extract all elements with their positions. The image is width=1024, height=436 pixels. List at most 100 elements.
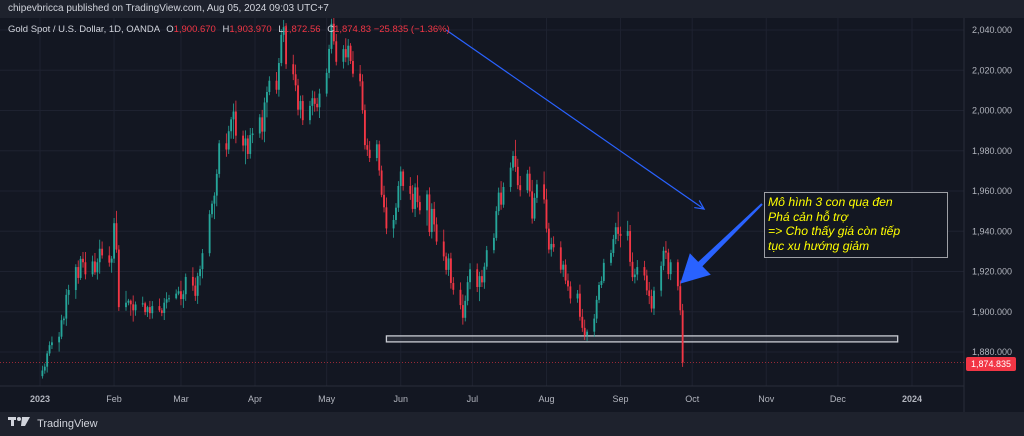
candle-body (129, 300, 132, 305)
time-tick-label: Nov (758, 394, 775, 404)
candle-body (144, 303, 147, 313)
candle-body (127, 300, 130, 303)
analysis-note-line: => Cho thấy giá còn tiếp (768, 224, 901, 239)
candle-body (449, 258, 452, 283)
publish-info-text: chipevbricca published on TradingView.co… (8, 3, 329, 14)
candle-body (598, 284, 600, 300)
candle-body (535, 184, 538, 198)
candle-body (660, 265, 663, 291)
candle-body (435, 224, 438, 242)
candle-body (62, 318, 65, 321)
candle-body (299, 101, 302, 110)
candle-body (359, 73, 362, 82)
candle-body (595, 299, 598, 319)
candle-body (583, 327, 586, 336)
candle-body (414, 187, 417, 209)
candle-body (368, 149, 371, 158)
candle-body (631, 261, 634, 278)
candle-body (234, 111, 237, 136)
candle-body (416, 187, 419, 203)
candle-body (51, 342, 53, 346)
candle-body (98, 248, 101, 263)
trend-arrow-line (445, 29, 705, 210)
candle-body (516, 166, 519, 186)
candle-body (586, 331, 589, 336)
candle-body (101, 248, 104, 256)
candle-body (258, 117, 261, 134)
candle-body (602, 262, 605, 281)
candle-body (676, 262, 679, 287)
candle-body (445, 256, 448, 270)
callout-arrow (680, 203, 763, 284)
candle-body (476, 269, 479, 287)
footer-brand[interactable]: TradingView (37, 418, 98, 431)
candle-body (385, 207, 388, 229)
candle-body (619, 233, 622, 236)
candle-body (184, 276, 187, 295)
candle-body (125, 302, 127, 308)
support-zone (385, 335, 899, 343)
candle-body (230, 119, 233, 132)
candle-body (91, 261, 94, 275)
open-value: 1,900.670 (173, 24, 216, 35)
candle-body (492, 237, 495, 251)
analysis-note-line: tục xu hướng giảm (768, 238, 870, 253)
time-tick-label: Mar (173, 394, 189, 404)
candle-body (196, 276, 199, 296)
candle-body (218, 143, 221, 174)
candle-body (84, 262, 87, 275)
candle-body (309, 105, 311, 121)
candle-body (681, 310, 684, 363)
candle-body (277, 63, 280, 90)
price-axis: 2,040.000 2,020.000 2,000.000 1,980.000 1,96… (972, 25, 1012, 357)
candle-body (191, 276, 194, 286)
candle-body (113, 223, 115, 259)
candle-body (662, 250, 665, 266)
time-tick-label: Feb (106, 394, 122, 404)
candle-body (397, 185, 400, 208)
candle-body (117, 249, 120, 308)
candle-body (428, 194, 431, 233)
candle-body (148, 307, 151, 314)
time-tick-label: Apr (248, 394, 262, 404)
candle-body (469, 269, 471, 283)
candle-body (263, 102, 266, 132)
candle-body (261, 117, 264, 132)
price-tick-label: 1,960.000 (972, 186, 1012, 196)
candle-body (502, 186, 505, 205)
time-tick-label: Aug (538, 394, 554, 404)
candle-body (316, 103, 319, 108)
candle-body (108, 255, 111, 263)
candle-body (151, 306, 154, 314)
candlestick-chart[interactable]: 2,040.000 2,020.000 2,000.000 1,980.000 1,96… (0, 18, 1024, 412)
candle-body (378, 144, 381, 171)
candle-body (79, 258, 82, 278)
candle-body (543, 184, 546, 200)
candle-body (67, 290, 70, 295)
candle-body (645, 275, 648, 291)
time-tick-label: Dec (830, 394, 847, 404)
time-tick-label: 2023 (30, 394, 50, 404)
candle-body (163, 302, 166, 313)
candle-body (246, 138, 249, 154)
candle-body (500, 192, 503, 205)
candle-body (335, 41, 338, 62)
low-label: L (278, 24, 284, 35)
candle-body (225, 143, 228, 150)
candle-body (208, 214, 211, 254)
high-value: 1,903.970 (229, 24, 272, 35)
candle-body (459, 289, 462, 306)
candle-body (280, 34, 283, 64)
candle-body (578, 293, 581, 317)
footer-bar: TradingView (0, 412, 1024, 436)
candle-body (430, 208, 433, 233)
candle-body (168, 298, 170, 300)
candle-body (531, 191, 534, 219)
candle-body (60, 320, 63, 337)
candle-body (433, 208, 436, 225)
last-price-tag: 1,874.835 (966, 357, 1016, 371)
price-tick-label: 1,880.000 (972, 347, 1012, 357)
candle-body (325, 72, 328, 94)
candle-body (366, 145, 369, 150)
candle-body (614, 227, 617, 240)
